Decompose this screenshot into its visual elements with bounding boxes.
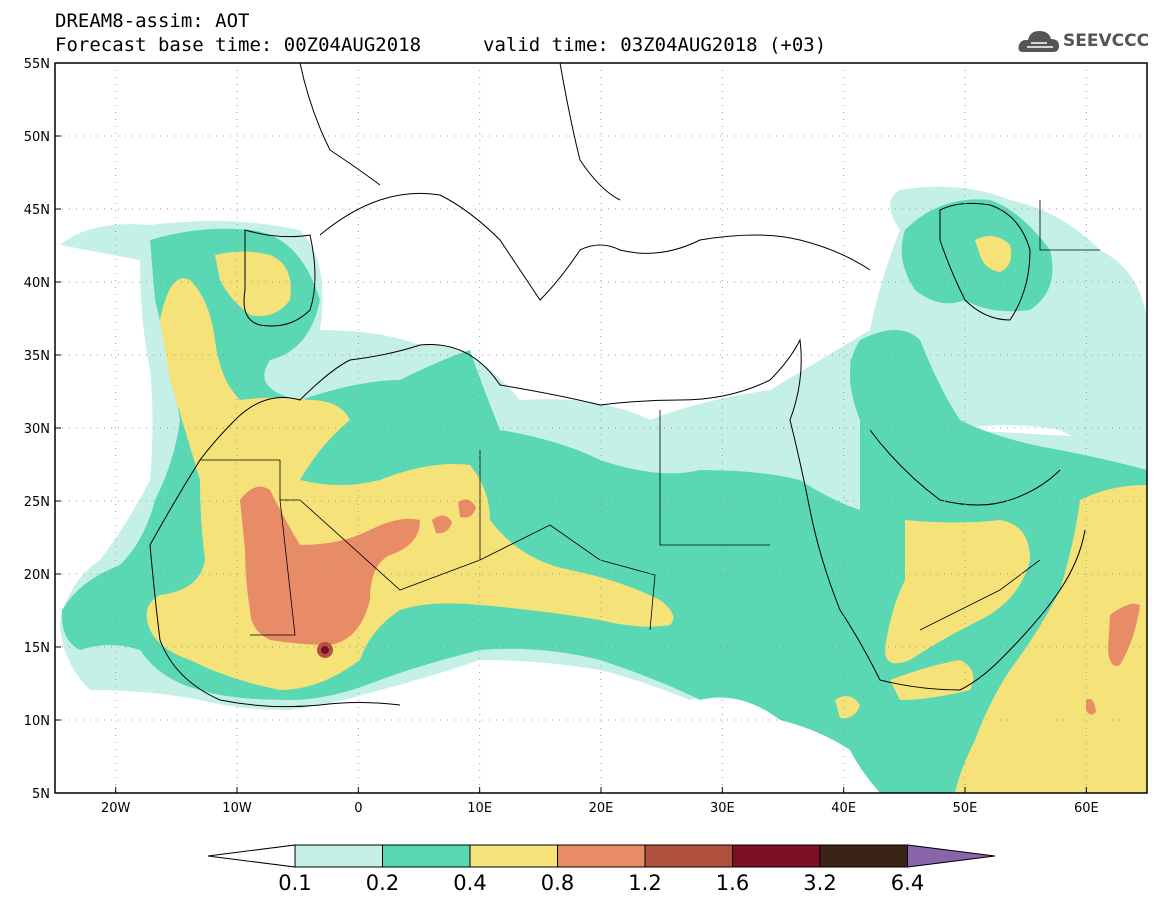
colorbar: 0.1 0.2 0.4 0.8 1.2 1.6 3.2 6.4 [207,844,996,895]
colorbar-swatch [382,844,471,868]
aot-0.4-iberia [215,251,291,316]
aot-0.2-east [850,337,1147,505]
colorbar-under-arrow [207,844,296,868]
lat-label: 5N [32,787,50,802]
colorbar-label: 0.2 [366,871,399,895]
lat-label: 25N [24,495,50,510]
colorbar-swatch [644,844,733,868]
colorbar-swatch [732,844,821,868]
colorbar-label: 0.1 [278,871,311,895]
cloud-logo-icon [1018,31,1059,52]
forecast-base-time: Forecast base time: 00Z04AUG2018 [55,34,422,56]
aot-0.4-arabia [885,520,1030,664]
lat-label: 30N [24,422,50,437]
gridlines [55,63,1147,793]
lon-axis: 20W 10W 0 10E 20E 30E 40E 50E 60E [101,787,1099,816]
colorbar-swatch [557,844,646,868]
colorbar-swatch [469,844,558,868]
lon-label: 20W [101,801,131,816]
lat-label: 20N [24,568,50,583]
colorbar-label: 1.2 [628,871,661,895]
colorbar-over-arrow [907,844,996,868]
aot-0.8-sahara [240,486,420,645]
lat-label: 40N [24,276,50,291]
lat-label: 50N [24,130,50,145]
lon-label: 20E [589,801,614,816]
aot-0.4-arabian-sea [955,485,1147,793]
colorbar-swatch [819,844,908,868]
coastlines [149,63,1086,708]
lon-label: 10E [467,801,492,816]
aot-1.6-spot [321,646,329,654]
colorbar-label: 6.4 [891,871,924,895]
aot-0.8-spot2 [458,499,476,518]
colorbar-label: 0.4 [453,871,486,895]
lat-label: 35N [24,349,50,364]
lon-label: 10W [222,801,252,816]
lat-label: 15N [24,641,50,656]
lon-label: 0 [354,801,362,816]
colorbar-label: 3.2 [803,871,836,895]
logo-text: SEEVCCC [1063,31,1150,51]
map-title: DREAM8-assim: AOT [55,10,250,32]
lat-label: 10N [24,714,50,729]
aot-0.8-spot1 [432,515,452,534]
aot-field [55,63,1147,793]
colorbar-label: 0.8 [541,871,574,895]
aot-0.8-east2 [1086,698,1096,715]
lon-label: 50E [953,801,978,816]
aot-0.4-spot [835,696,860,719]
lat-axis: 55N 50N 45N 40N 35N 30N 25N 20N 15N 10N 5N [24,57,61,802]
colorbar-swatch [294,844,383,868]
lon-label: 30E [710,801,735,816]
aot-0.2-caspian [901,199,1053,312]
lon-label: 40E [831,801,856,816]
aot-0.4-caspian [975,236,1012,272]
lat-label: 55N [24,57,50,72]
colorbar-label: 1.6 [716,871,749,895]
lat-label: 45N [24,203,50,218]
valid-time: valid time: 03Z04AUG2018 (+03) [483,34,827,56]
aot-0.8-east [1108,603,1140,666]
lon-label: 60E [1074,801,1099,816]
